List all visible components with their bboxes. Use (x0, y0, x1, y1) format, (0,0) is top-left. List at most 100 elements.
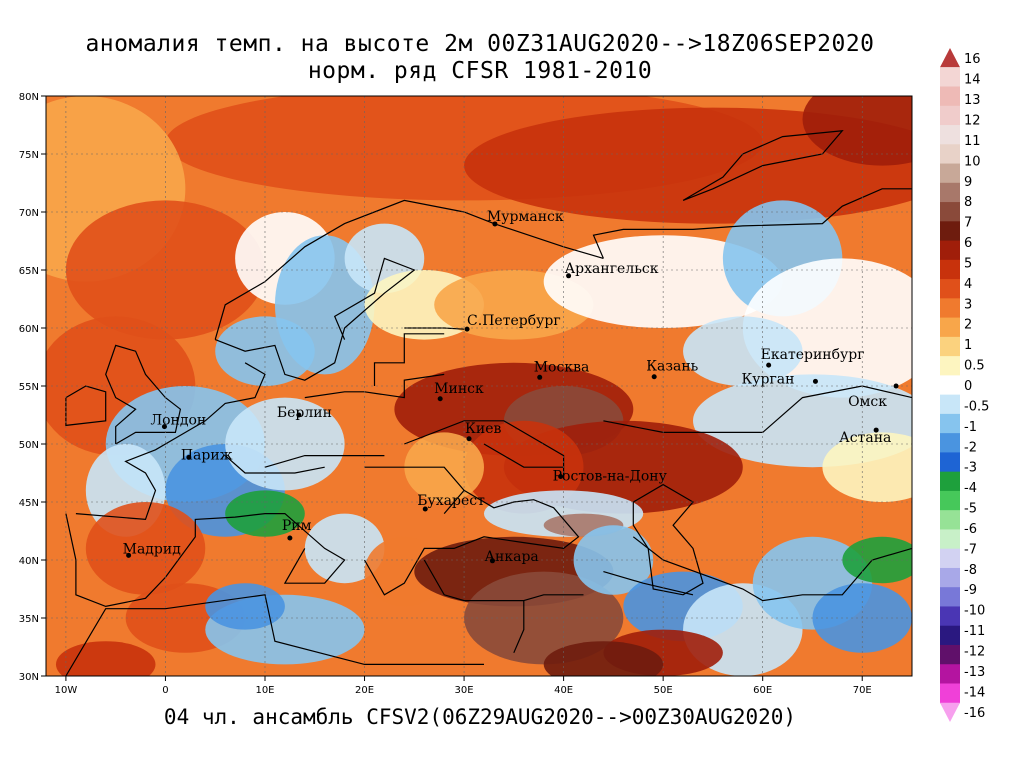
boundary-line (423, 559, 525, 654)
boundary-line (65, 594, 484, 676)
colorbar-swatch (940, 67, 960, 88)
colorbar-swatch (940, 375, 960, 396)
city-marker (893, 383, 899, 389)
colorbar-label: 12 (964, 113, 981, 128)
colorbar-swatch (940, 240, 960, 261)
colorbar-swatch (940, 144, 960, 165)
city-marker (766, 362, 772, 368)
lon-tick-label: 0 (162, 685, 168, 696)
city-labels: Мурманск Архангельск С.Петербург Москва Каза… (123, 209, 899, 565)
colorbar-label: 2 (964, 318, 972, 333)
colorbar-label: 0 (964, 379, 972, 394)
colorbar-label: 4 (964, 277, 972, 292)
colorbar-swatch (940, 105, 960, 126)
colorbar-swatch (940, 625, 960, 646)
boundary-line (404, 420, 565, 479)
colorbar-swatch (940, 202, 960, 222)
colorbar-swatch (940, 86, 960, 107)
boundary-line (105, 344, 182, 445)
colorbar-label: 13 (964, 93, 981, 108)
anomaly-patch (822, 432, 912, 502)
city-marker (296, 412, 302, 418)
lat-tick-label: 55N (19, 382, 39, 393)
boundary-line (632, 483, 704, 596)
colorbar-swatch (940, 259, 960, 280)
colorbar-label: 0.5 (964, 359, 985, 374)
colorbar-swatch (940, 567, 960, 588)
city-label: Бухарест (417, 493, 485, 509)
city-marker (422, 506, 428, 512)
anomaly-patch (573, 525, 654, 595)
map-axis-labels: 80N 75N 70N 65N 60N 55N 50N 45N 40N 35N 30N 10W 0 10E… (19, 92, 872, 696)
lon-tick-label: 40E (554, 685, 573, 696)
colorbar-swatch (940, 548, 960, 569)
colorbar-swatch (940, 279, 960, 299)
city-label: Рим (282, 518, 312, 534)
anomaly-patch (683, 316, 803, 387)
city-label: Мурманск (487, 209, 564, 225)
city-marker (537, 374, 543, 380)
lat-tick-label: 80N (19, 92, 39, 103)
colorbar-label: 11 (964, 134, 981, 149)
colorbar-label: -6 (964, 522, 977, 537)
anomaly-patch (543, 641, 664, 676)
lat-tick-label: 60N (19, 324, 39, 335)
colorbar-swatch (940, 587, 960, 607)
lat-tick-label: 75N (19, 150, 39, 161)
lat-tick-label: 70N (19, 208, 39, 219)
boundary-line (373, 333, 445, 386)
city-label: Киев (465, 421, 501, 437)
city-marker (651, 374, 657, 380)
city-marker (161, 424, 167, 430)
colorbar-label: -7 (964, 542, 977, 557)
colorbar-label: 16 (964, 52, 981, 67)
temperature-anomaly-field (46, 96, 912, 676)
city-marker (492, 221, 498, 227)
boundary-line (65, 513, 346, 608)
boundary-line (603, 571, 694, 596)
lat-tick-label: 40N (19, 556, 39, 567)
colorbar-label: -10 (964, 604, 985, 619)
city-label: Минск (434, 381, 484, 397)
city-marker (126, 552, 132, 558)
lon-tick-label: 10W (55, 685, 78, 696)
colorbar-swatch (940, 664, 960, 684)
city-label: Архангельск (565, 261, 659, 277)
colorbar-swatch (940, 471, 960, 492)
colorbar-swatch (940, 317, 960, 338)
colorbar-label: -1 (964, 420, 977, 435)
colorbar-cap-top (940, 48, 960, 68)
boundary-line (304, 373, 445, 399)
colorbar-legend: 16 14 13 12 11 10 9 8 7 6 5 4 3 2 1 0.5 0 -0.5 -1 -2 -3 -4 -5 -… (940, 48, 989, 722)
colorbar-label: 14 (964, 73, 981, 88)
colorbar-swatch (940, 221, 960, 242)
city-marker (464, 326, 470, 332)
city-label: Лондон (150, 413, 206, 429)
colorbar-swatch (940, 606, 960, 627)
city-marker (437, 396, 443, 402)
colorbar-label: -11 (964, 624, 985, 639)
lat-tick-label: 45N (19, 498, 39, 509)
boundary-line (264, 455, 385, 468)
city-marker (873, 427, 879, 433)
lat-tick-label: 30N (19, 672, 39, 683)
boundary-line (214, 199, 604, 340)
city-label: Екатеринбург (761, 347, 865, 363)
colorbar-label: 6 (964, 236, 972, 251)
lon-tick-label: 70E (853, 685, 872, 696)
colorbar-label: 7 (964, 216, 972, 231)
anomaly-patch (225, 397, 345, 491)
lon-tick-label: 50E (654, 685, 673, 696)
colorbar-label: 9 (964, 175, 972, 190)
anomaly-patch (55, 641, 156, 676)
colorbar-swatch (940, 413, 960, 434)
colorbar-swatch (940, 490, 960, 511)
city-label: Омск (848, 394, 887, 410)
city-marker (489, 558, 495, 564)
colorbar-swatch (940, 433, 960, 453)
city-label: Астана (839, 430, 891, 446)
city-marker (558, 473, 564, 479)
boundary-line (632, 536, 912, 602)
boundary-line (592, 188, 912, 259)
boundary-line (75, 362, 266, 521)
